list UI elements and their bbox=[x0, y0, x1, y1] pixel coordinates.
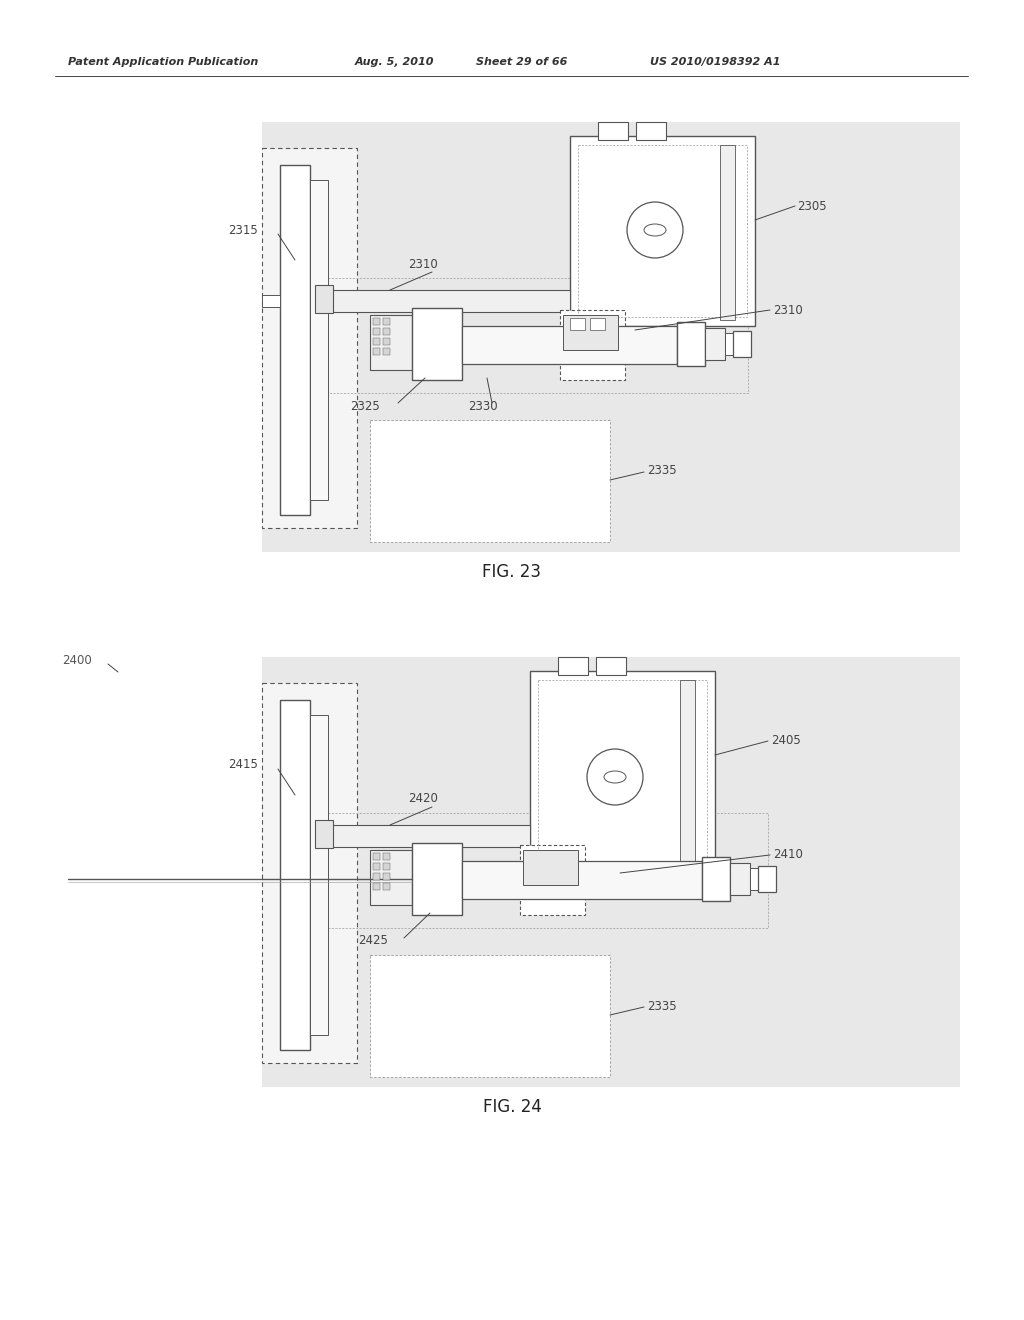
Bar bbox=[383, 348, 390, 355]
Text: 2415: 2415 bbox=[228, 759, 258, 771]
Bar bbox=[315, 285, 333, 313]
Bar bbox=[462, 326, 677, 364]
Text: 2330: 2330 bbox=[468, 400, 498, 413]
Text: 2405: 2405 bbox=[771, 734, 801, 747]
Bar bbox=[680, 680, 695, 865]
Text: Sheet 29 of 66: Sheet 29 of 66 bbox=[476, 57, 567, 67]
Bar bbox=[373, 873, 380, 880]
Bar bbox=[328, 813, 768, 928]
Bar bbox=[383, 853, 390, 861]
Bar bbox=[262, 682, 357, 1063]
Text: 2305: 2305 bbox=[797, 199, 826, 213]
Bar bbox=[373, 318, 380, 325]
Text: 2400: 2400 bbox=[62, 653, 92, 667]
Bar bbox=[596, 657, 626, 675]
Bar bbox=[462, 861, 702, 899]
Bar bbox=[280, 165, 310, 515]
Text: Patent Application Publication: Patent Application Publication bbox=[68, 57, 258, 67]
Bar bbox=[702, 857, 730, 902]
Bar bbox=[570, 318, 585, 330]
Text: Aug. 5, 2010: Aug. 5, 2010 bbox=[355, 57, 434, 67]
Bar bbox=[328, 279, 748, 393]
Text: 2310: 2310 bbox=[408, 257, 437, 271]
Bar bbox=[733, 331, 751, 356]
Bar bbox=[598, 121, 628, 140]
Bar bbox=[262, 294, 280, 308]
Bar bbox=[328, 825, 530, 847]
Bar bbox=[262, 148, 357, 528]
Bar bbox=[280, 700, 310, 1049]
Bar bbox=[570, 136, 755, 326]
Text: 2420: 2420 bbox=[408, 792, 438, 805]
Bar bbox=[383, 883, 390, 890]
Bar bbox=[328, 290, 570, 312]
Bar bbox=[373, 327, 380, 335]
Bar bbox=[563, 315, 618, 350]
Bar bbox=[560, 310, 625, 380]
Bar bbox=[730, 863, 750, 895]
Bar bbox=[262, 121, 961, 552]
Bar bbox=[578, 145, 746, 317]
Bar bbox=[370, 420, 610, 543]
Bar bbox=[373, 863, 380, 870]
Bar bbox=[262, 657, 961, 1086]
Bar bbox=[720, 145, 735, 319]
Bar bbox=[523, 850, 578, 884]
Text: US 2010/0198392 A1: US 2010/0198392 A1 bbox=[650, 57, 780, 67]
Bar bbox=[373, 853, 380, 861]
Bar bbox=[383, 327, 390, 335]
Bar bbox=[370, 315, 412, 370]
Bar bbox=[383, 873, 390, 880]
Bar bbox=[725, 333, 733, 355]
Text: 2325: 2325 bbox=[350, 400, 380, 412]
Bar bbox=[636, 121, 666, 140]
Text: 2315: 2315 bbox=[228, 223, 258, 236]
Text: 2410: 2410 bbox=[773, 849, 803, 862]
Bar bbox=[412, 843, 462, 915]
Bar bbox=[373, 338, 380, 345]
Bar bbox=[370, 850, 412, 906]
Bar bbox=[412, 308, 462, 380]
Bar bbox=[315, 820, 333, 847]
Bar bbox=[705, 327, 725, 360]
Text: 2310: 2310 bbox=[773, 304, 803, 317]
Bar bbox=[373, 883, 380, 890]
Bar bbox=[758, 866, 776, 892]
Bar bbox=[677, 322, 705, 366]
Text: FIG. 23: FIG. 23 bbox=[482, 564, 542, 581]
Text: 2335: 2335 bbox=[647, 999, 677, 1012]
Bar bbox=[590, 318, 605, 330]
Bar bbox=[520, 845, 585, 915]
Bar bbox=[750, 869, 758, 890]
Bar bbox=[310, 715, 328, 1035]
Bar bbox=[538, 680, 707, 869]
Bar bbox=[383, 318, 390, 325]
Bar bbox=[373, 348, 380, 355]
Bar bbox=[383, 338, 390, 345]
Text: 2425: 2425 bbox=[358, 935, 388, 948]
Bar bbox=[310, 180, 328, 500]
Bar bbox=[530, 671, 715, 876]
Text: FIG. 24: FIG. 24 bbox=[482, 1098, 542, 1115]
Bar bbox=[558, 657, 588, 675]
Bar bbox=[370, 954, 610, 1077]
Bar bbox=[383, 863, 390, 870]
Text: 2335: 2335 bbox=[647, 465, 677, 478]
